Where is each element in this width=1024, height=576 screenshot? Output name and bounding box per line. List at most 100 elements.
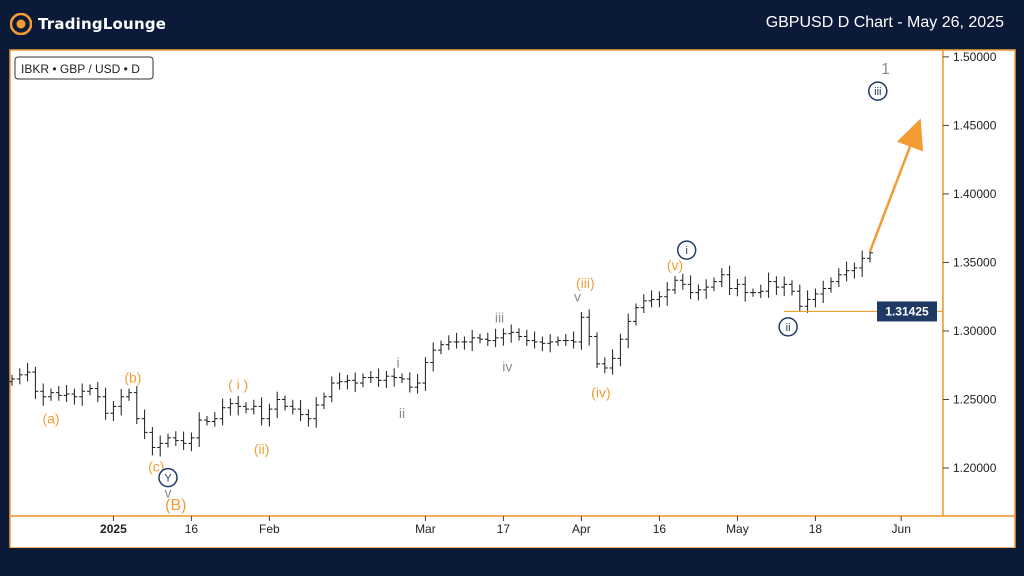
price-bar: [172, 431, 179, 446]
y-axis: 1.20000 1.25000 1.30000 1.35000 1.40000 1.450…: [943, 50, 997, 475]
wave-label: (a): [42, 411, 59, 427]
price-bar: [328, 376, 335, 403]
price-bar: [500, 328, 507, 346]
price-bar: [570, 331, 577, 349]
price-bar: [266, 403, 273, 427]
price-bar: [664, 282, 671, 306]
price-bar: [165, 433, 171, 448]
price-bar: [633, 303, 639, 326]
wave-label: i: [685, 245, 687, 257]
x-tick-label: 16: [653, 522, 667, 536]
price-bar: [851, 262, 858, 279]
price-bar: [157, 435, 164, 457]
price-bar: [274, 391, 281, 419]
x-tick-label: Mar: [415, 522, 436, 536]
wave-label-circle: [676, 240, 697, 260]
y-tick-label: 1.45000: [953, 118, 997, 132]
price-bar: [617, 333, 624, 367]
price-bar: [843, 261, 850, 282]
price-bar: [243, 402, 249, 414]
x-tick-label: 2025: [100, 522, 127, 536]
price-bar: [430, 342, 437, 372]
projection-line: [868, 146, 912, 252]
current-price-marker: 1.31425: [784, 301, 943, 322]
price-bar: [828, 277, 834, 293]
y-tick-label: 1.25000: [953, 393, 997, 407]
price-bar: [71, 388, 78, 405]
y-tick-label: 1.20000: [953, 461, 997, 475]
price-bar: [399, 373, 405, 384]
price-bar: [742, 276, 749, 302]
price-bar: [235, 395, 242, 416]
price-bar: [453, 332, 460, 349]
price-bar: [188, 432, 195, 452]
wave-label: v: [165, 485, 172, 501]
wave-label: (iii): [576, 275, 595, 291]
price-bar: [289, 399, 296, 415]
price-bar: [24, 363, 31, 382]
price-bar: [711, 277, 717, 292]
price-bar: [672, 276, 678, 294]
price-bar: [118, 388, 125, 416]
price-bar: [492, 328, 499, 348]
price-bar: [859, 250, 866, 277]
price-bar: [336, 372, 343, 390]
wave-label-circle: [158, 467, 178, 488]
price-bar: [812, 288, 819, 308]
x-tick-label: May: [726, 522, 749, 536]
price-bar: [250, 399, 257, 415]
plot-area: [9, 49, 944, 517]
x-tick-label: Jun: [892, 522, 911, 536]
price-bar: [32, 366, 39, 400]
price-bar: [9, 374, 15, 386]
x-axis-panel: [9, 515, 1016, 549]
price-bar: [375, 368, 382, 387]
wave-label: (ii): [254, 441, 270, 457]
price-bar: [445, 335, 452, 351]
price-bar: [219, 398, 226, 426]
price-bar: [781, 276, 788, 297]
x-tick-label: Apr: [572, 522, 591, 536]
y-tick-label: 1.40000: [953, 187, 997, 201]
wave-label: (b): [124, 370, 141, 386]
price-bar: [531, 331, 538, 349]
price-bar: [367, 370, 374, 383]
wave-label: (B): [165, 497, 186, 514]
price-bar: [726, 265, 733, 296]
price-bar: [141, 409, 148, 439]
wave-label: ii: [399, 405, 405, 421]
price-bar: [16, 368, 23, 385]
y-tick-label: 1.35000: [953, 255, 997, 269]
price-bar: [796, 284, 803, 312]
price-bar: [586, 309, 593, 346]
price-bar: [321, 392, 327, 410]
price-bar: [562, 333, 569, 346]
price-bar: [79, 383, 86, 406]
price-bar: [352, 372, 359, 393]
price-bar: [406, 372, 413, 393]
price-bar: [414, 374, 421, 394]
price-bar: [789, 280, 795, 296]
price-bar: [196, 412, 203, 447]
wave-labels: (a)(b)(c)Yv(B)( i )(ii)iiiiiiivv(iii)(iv…: [42, 61, 890, 514]
tradinglounge-logo-icon: [10, 13, 32, 35]
price-bar: [133, 386, 140, 425]
symbol-badge: IBKR • GBP / USD • D: [14, 56, 154, 80]
wave-label: i: [397, 354, 400, 370]
price-bar: [601, 357, 608, 374]
price-bar: [461, 336, 468, 350]
price-bar: [360, 373, 366, 388]
chart-header: TradingLounge GBPUSD D Chart - May 26, 2…: [0, 0, 1024, 50]
price-bar: [539, 336, 546, 352]
current-price-label: 1.31425: [885, 304, 929, 318]
wave-label: iii: [874, 86, 881, 98]
x-axis: 2025 16 Feb Mar 17 Apr 16 May 18 Jun: [100, 516, 911, 536]
price-bar: [40, 383, 47, 406]
price-bar: [102, 387, 109, 420]
wave-label: 1: [881, 61, 890, 78]
price-bar: [391, 368, 398, 387]
brand-name: TradingLounge: [38, 15, 167, 33]
chart-title: GBPUSD D Chart - May 26, 2025: [765, 14, 1004, 31]
x-tick-label: 18: [809, 522, 823, 536]
price-bar: [757, 284, 764, 298]
